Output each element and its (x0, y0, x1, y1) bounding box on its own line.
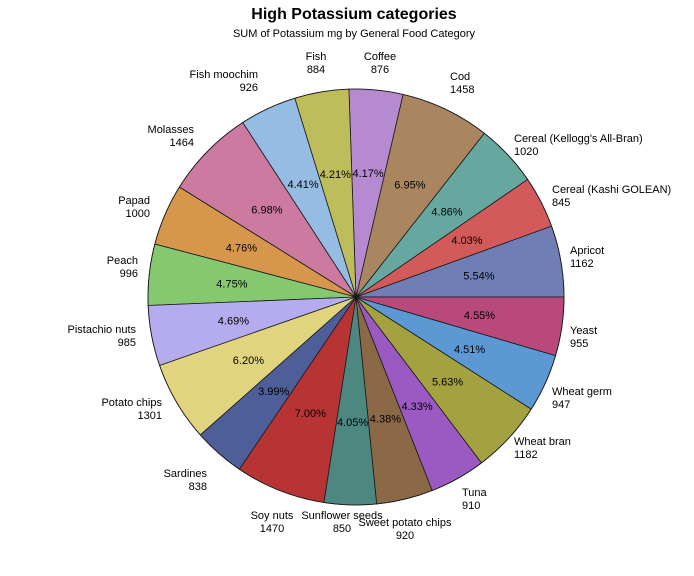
category-name: Wheat bran (514, 436, 571, 448)
percent-label-cod: 6.95% (394, 179, 425, 191)
category-value: 1470 (260, 523, 284, 535)
percent-label-molasses: 6.98% (251, 205, 282, 217)
percent-label-yeast: 4.55% (464, 310, 495, 322)
category-value: 850 (333, 523, 351, 535)
category-name: Fish (306, 51, 327, 63)
category-value: 1162 (570, 258, 594, 270)
category-value: 910 (462, 500, 480, 512)
percent-label-wheat-germ: 4.51% (454, 344, 485, 356)
category-value: 1464 (170, 137, 194, 149)
percent-label-apricot: 5.54% (463, 270, 494, 282)
percent-label-sardines: 3.99% (258, 386, 289, 398)
percent-label-wheat-bran: 5.63% (432, 377, 463, 389)
category-value: 876 (371, 64, 389, 76)
category-name: Wheat germ (552, 386, 612, 398)
percent-label-fish-moochim: 4.41% (287, 179, 318, 191)
category-value: 947 (552, 399, 570, 411)
category-value: 1020 (514, 146, 538, 158)
percent-label-cereal-kashi-golean: 4.03% (451, 235, 482, 247)
category-value: 1458 (450, 84, 474, 96)
pie-slices (147, 88, 565, 506)
percent-label-papad: 4.76% (226, 243, 257, 255)
percent-label-fish: 4.21% (320, 169, 351, 181)
chart-title: High Potassium categories (251, 6, 456, 23)
category-label-cereal-kashi-golean: Cereal (Kashi GOLEAN)845 (552, 184, 671, 209)
percent-label-soy-nuts: 7.00% (295, 408, 326, 420)
category-name: Sunflower seeds (301, 510, 383, 522)
category-name: Yeast (570, 325, 597, 337)
category-name: Cereal (Kashi GOLEAN) (552, 184, 671, 196)
category-name: Peach (107, 255, 138, 267)
percent-label-sunflower-seeds: 4.05% (337, 417, 368, 429)
chart-subtitle: SUM of Potassium mg by General Food Cate… (233, 28, 476, 40)
category-name: Cod (450, 71, 470, 83)
category-name: Apricot (570, 245, 604, 257)
percent-labels: 5.54% 4.03% 4.86% 6.95% 4.17%4.21%4.41% 6.98%… (216, 168, 495, 429)
category-name: Molasses (148, 124, 195, 136)
percent-label-peach: 4.75% (216, 279, 247, 291)
percent-label-sweet-potato-chips: 4.38% (370, 413, 401, 425)
category-name: Tuna (462, 487, 488, 499)
category-name: Papad (118, 195, 150, 207)
category-name: Soy nuts (251, 510, 294, 522)
category-name: Sweet potato chips (359, 517, 452, 529)
category-value: 985 (118, 337, 136, 349)
category-name: Fish moochim (190, 69, 258, 81)
category-name: Sardines (164, 468, 208, 480)
category-value: 845 (552, 197, 570, 209)
category-value: 996 (120, 268, 138, 280)
pie-outline (147, 88, 565, 506)
percent-label-cereal-kellogg-s-all-bran: 4.86% (431, 207, 462, 219)
category-value: 920 (396, 530, 414, 542)
category-value: 955 (570, 338, 588, 350)
category-value: 838 (189, 481, 207, 493)
category-name: Pistachio nuts (68, 324, 137, 336)
category-value: 1000 (126, 208, 150, 220)
percent-label-tuna: 4.33% (401, 401, 432, 413)
category-value: 1301 (138, 410, 162, 422)
category-value: 884 (307, 64, 325, 76)
category-name: Potato chips (101, 397, 162, 409)
category-value: 926 (240, 82, 258, 94)
category-name: Cereal (Kellogg's All-Bran) (514, 133, 643, 145)
category-name: Coffee (364, 51, 396, 63)
percent-label-coffee: 4.17% (352, 168, 383, 180)
percent-label-potato-chips: 6.20% (233, 355, 264, 367)
category-value: 1182 (514, 449, 538, 461)
category-label-cereal-kellogg-s-all-bran: Cereal (Kellogg's All-Bran)1020 (514, 133, 643, 158)
percent-label-pistachio-nuts: 4.69% (218, 315, 249, 327)
